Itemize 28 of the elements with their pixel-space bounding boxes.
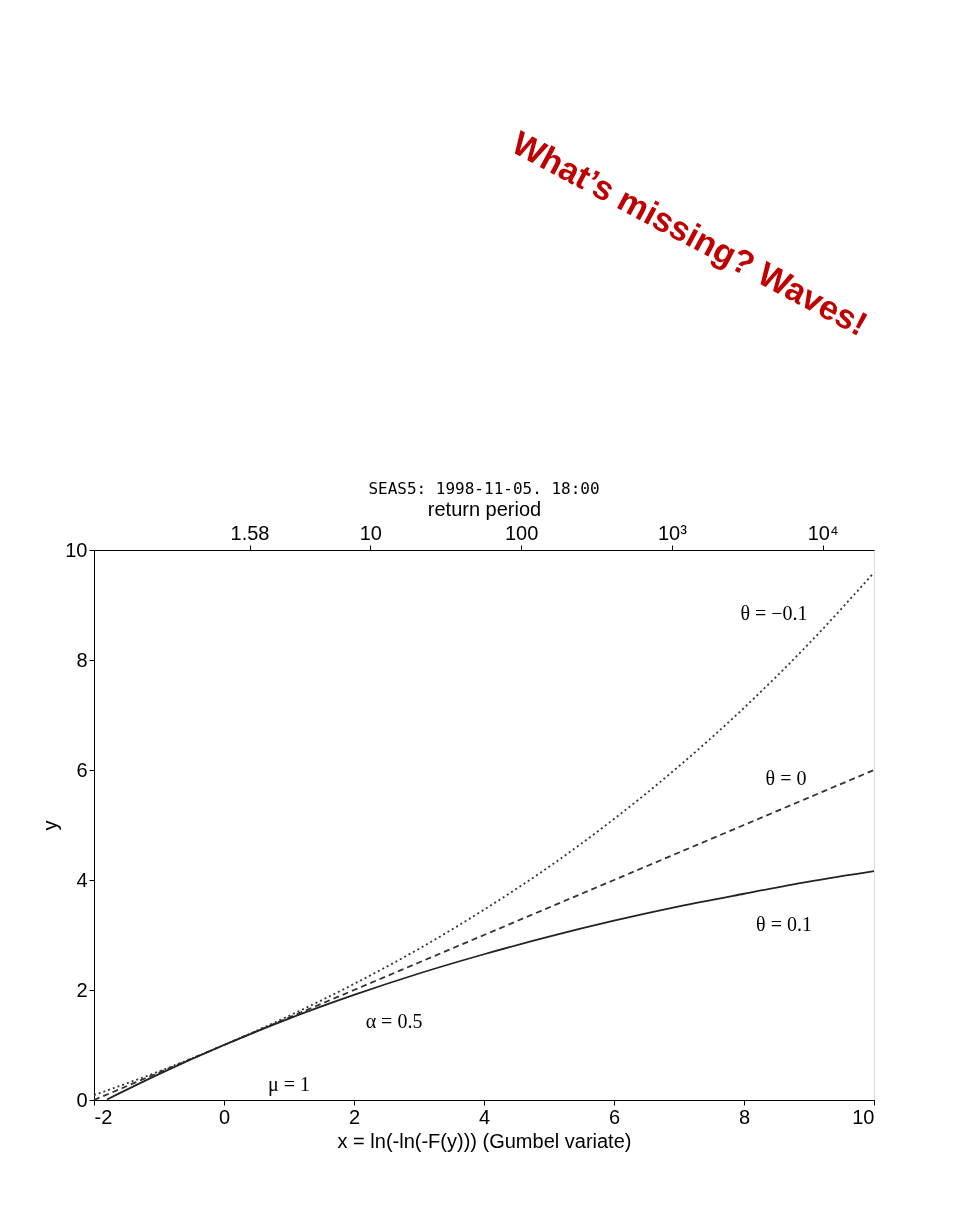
y-tick-label: 2 bbox=[76, 978, 88, 1001]
x-tick-label: 0 bbox=[218, 1105, 231, 1128]
x2-tick-label: 10³ bbox=[657, 521, 688, 544]
annotation: μ = 1 bbox=[267, 1073, 311, 1096]
x-tick-label: 2 bbox=[348, 1105, 361, 1128]
chart-title: SEAS5: 1998-11-05. 18:00 bbox=[368, 479, 600, 498]
x-tick-label: -2 bbox=[94, 1105, 113, 1128]
y-axis-title: y bbox=[39, 820, 62, 831]
x-tick-label: 8 bbox=[738, 1105, 751, 1128]
annotation: α = 0.5 bbox=[365, 1010, 423, 1032]
x-tick-label: 6 bbox=[608, 1105, 621, 1128]
x-tick-label: 10 bbox=[852, 1105, 875, 1128]
annotation: θ = −0.1 bbox=[740, 602, 808, 624]
x-axis-title: x = ln(-ln(-F(y))) (Gumbel variate) bbox=[337, 1129, 632, 1152]
x2-tick-label: 10 bbox=[359, 521, 382, 544]
y-tick-label: 4 bbox=[76, 868, 88, 891]
annotation: θ = 0 bbox=[765, 767, 807, 789]
x-tick-label: 4 bbox=[478, 1105, 491, 1128]
x2-tick-label: 100 bbox=[504, 521, 539, 544]
x2-axis-title: return period bbox=[427, 497, 542, 520]
y-tick-label: 6 bbox=[76, 758, 88, 781]
x2-tick-label: 10⁴ bbox=[807, 521, 839, 544]
y-tick-label: 0 bbox=[76, 1088, 88, 1111]
x2-tick-label: 1.58 bbox=[230, 521, 270, 544]
y-tick-label: 10 bbox=[65, 538, 88, 561]
line-series bbox=[106, 870, 875, 1101]
annotation: θ = 0.1 bbox=[756, 913, 812, 935]
y-tick-label: 8 bbox=[76, 648, 88, 671]
